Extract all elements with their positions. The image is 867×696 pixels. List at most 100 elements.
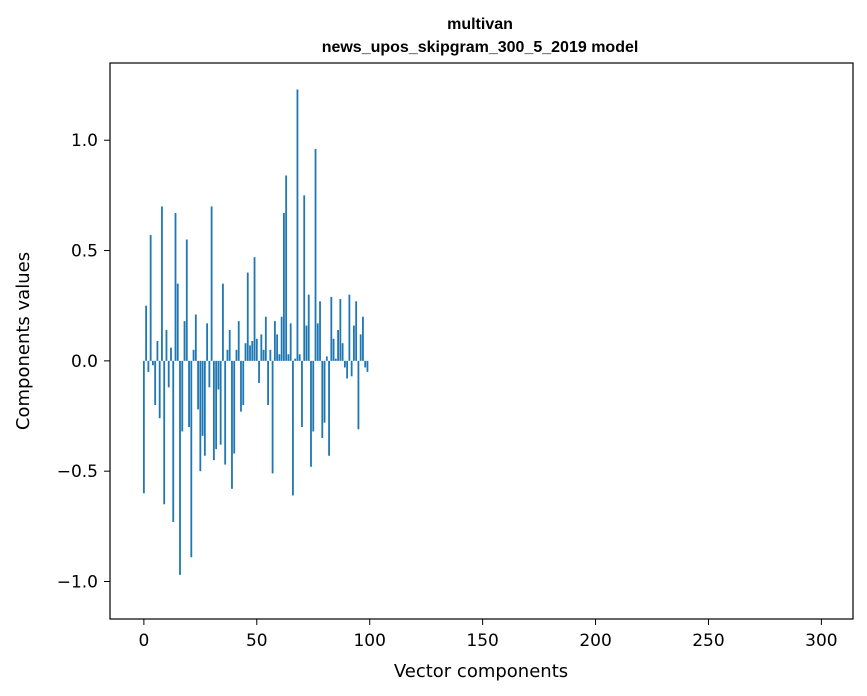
y-axis-label: Components values <box>13 252 34 430</box>
bar-component-25 <box>199 360 202 472</box>
bar-component-1 <box>145 305 148 361</box>
bar-component-41 <box>235 349 238 361</box>
bar-component-83 <box>330 296 333 361</box>
bar-component-69 <box>298 354 301 361</box>
y-tick-label: 0.0 <box>71 352 98 372</box>
x-tick-label: 150 <box>466 631 498 651</box>
y-tick-label: 1.0 <box>71 131 98 151</box>
bar-component-46 <box>246 272 249 361</box>
bar-component-18 <box>183 321 186 361</box>
bar-component-13 <box>172 360 175 522</box>
bar-component-93 <box>353 325 355 361</box>
bar-component-71 <box>303 195 306 361</box>
bar-component-50 <box>255 338 258 361</box>
bar-component-80 <box>323 360 326 423</box>
bar-component-8 <box>161 206 163 361</box>
bar-component-28 <box>206 323 209 361</box>
bar-component-36 <box>224 360 227 465</box>
bar-component-5 <box>154 360 157 405</box>
x-tick-label: 250 <box>692 631 724 651</box>
bar-component-57 <box>271 360 274 474</box>
bar-component-98 <box>364 360 367 368</box>
bar-component-53 <box>262 349 265 361</box>
bar-component-54 <box>264 316 267 361</box>
bar-component-43 <box>240 360 242 412</box>
bar-component-68 <box>296 89 299 361</box>
bar-component-85 <box>334 358 337 361</box>
bar-component-29 <box>208 360 211 388</box>
bar-component-19 <box>185 239 188 361</box>
bar-component-66 <box>292 360 294 496</box>
bar-component-55 <box>267 360 269 405</box>
bar-component-27 <box>203 360 206 456</box>
x-axis-label: Vector components <box>394 661 568 682</box>
chart-title-line2: news_upos_skipgram_300_5_2019 model <box>322 39 639 56</box>
bar-component-59 <box>276 334 279 361</box>
x-tick-label: 50 <box>246 631 268 651</box>
bar-component-90 <box>346 360 349 379</box>
bar-component-49 <box>253 257 256 361</box>
bar-component-63 <box>285 175 288 361</box>
bar-component-89 <box>343 360 346 368</box>
bar-component-34 <box>219 360 222 445</box>
bar-component-24 <box>197 360 199 410</box>
bar-component-31 <box>212 360 215 461</box>
bar-component-87 <box>339 299 342 361</box>
bar-component-52 <box>260 334 263 361</box>
bar-component-75 <box>312 360 315 432</box>
bar-component-56 <box>269 349 272 361</box>
bar-component-48 <box>251 341 254 361</box>
bar-component-20 <box>188 360 190 428</box>
bar-component-67 <box>294 358 297 361</box>
bars-group <box>142 89 369 575</box>
bar-component-82 <box>328 360 330 456</box>
bar-component-65 <box>289 323 292 361</box>
x-axis-ticks: 0 50 100 150 200 250 300 <box>138 619 838 651</box>
bar-component-32 <box>215 360 218 450</box>
bar-component-96 <box>359 334 362 361</box>
bar-component-44 <box>242 360 245 405</box>
bar-component-81 <box>325 356 328 361</box>
bar-component-97 <box>362 316 364 361</box>
y-tick-label: −0.5 <box>57 462 98 482</box>
bar-component-0 <box>142 360 145 494</box>
x-tick-label: 200 <box>579 631 611 651</box>
bar-component-22 <box>192 349 195 361</box>
bar-component-77 <box>316 323 319 361</box>
x-tick-label: 300 <box>805 631 837 651</box>
bar-component-91 <box>348 294 351 361</box>
bar-component-30 <box>210 206 213 361</box>
x-tick-label: 0 <box>138 631 149 651</box>
bar-component-60 <box>278 354 281 361</box>
bar-component-47 <box>249 345 251 361</box>
y-axis-ticks: −1.0 −0.5 0.0 0.5 1.0 <box>57 131 110 592</box>
bar-component-10 <box>165 329 168 361</box>
bar-component-94 <box>355 301 358 361</box>
bar-component-12 <box>170 347 172 361</box>
bar-component-11 <box>167 360 170 388</box>
bar-component-99 <box>366 360 369 372</box>
bar-component-72 <box>305 325 308 361</box>
bar-component-14 <box>174 213 177 361</box>
x-tick-label: 100 <box>353 631 385 651</box>
bar-component-33 <box>217 360 220 390</box>
bar-component-37 <box>226 349 229 361</box>
chart-title-line1: multivan <box>447 16 513 33</box>
bar-component-64 <box>287 354 290 361</box>
y-tick-label: −1.0 <box>57 572 98 592</box>
bar-component-15 <box>176 283 179 361</box>
bar-component-45 <box>244 343 247 361</box>
bar-component-16 <box>179 360 181 575</box>
bar-component-78 <box>319 301 321 361</box>
bar-component-86 <box>337 329 339 361</box>
bar-component-70 <box>301 360 303 428</box>
bar-component-79 <box>321 360 324 439</box>
bar-component-2 <box>147 360 150 372</box>
bar-component-6 <box>156 341 159 361</box>
bar-component-9 <box>163 360 166 505</box>
bar-component-39 <box>231 360 233 489</box>
y-tick-label: 0.5 <box>71 242 98 262</box>
bar-component-26 <box>201 360 204 436</box>
bar-component-35 <box>222 283 224 361</box>
